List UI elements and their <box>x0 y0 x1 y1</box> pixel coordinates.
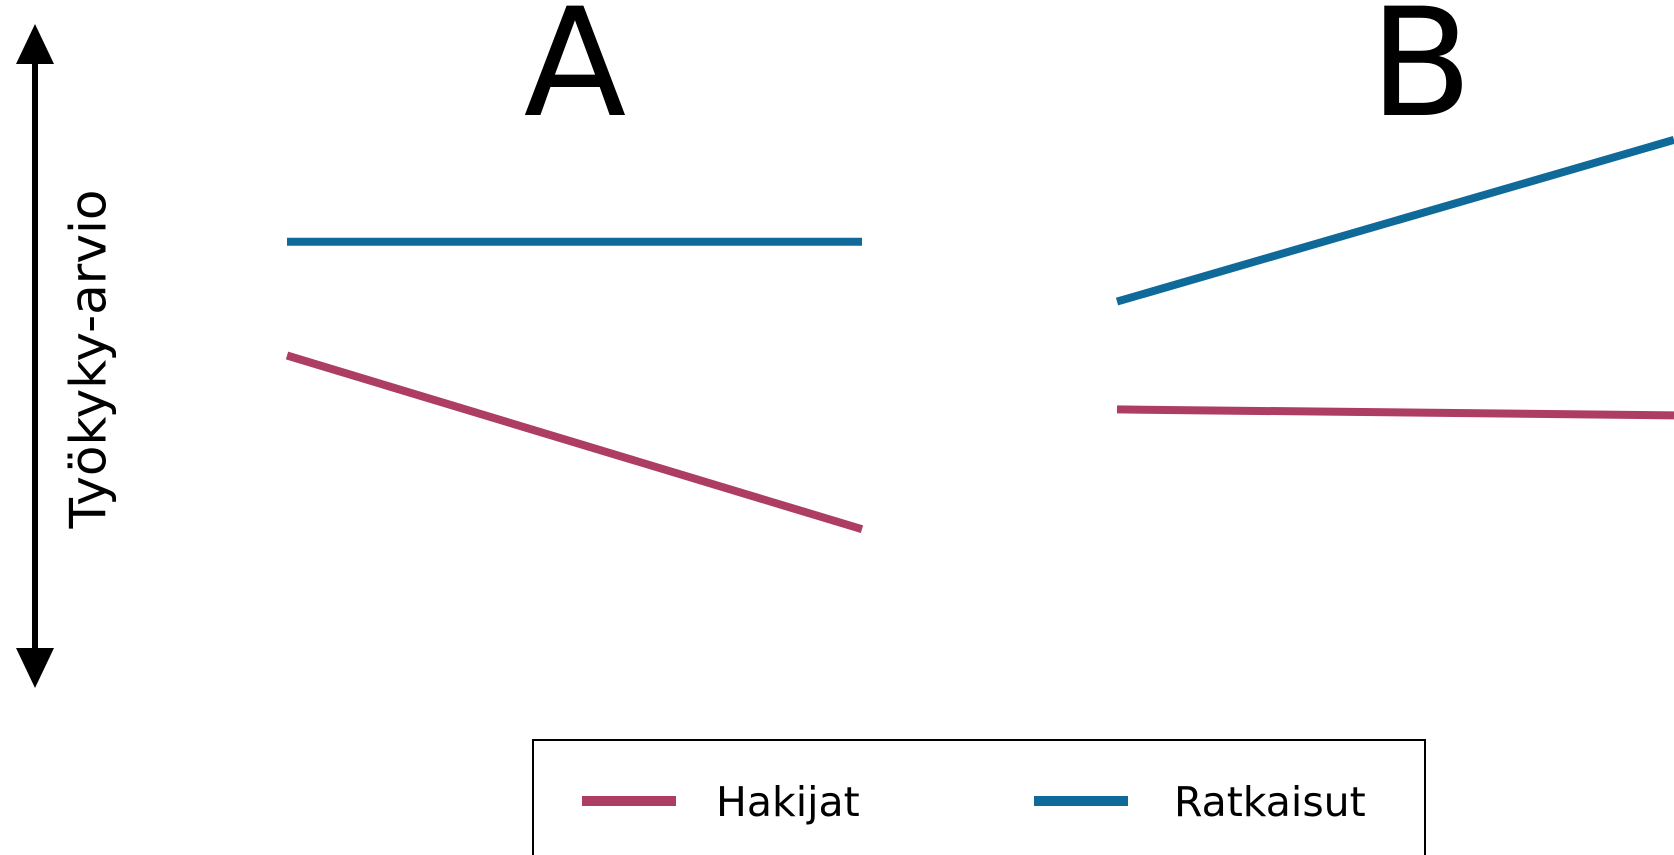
y-axis-label: Työkyky-arvio <box>60 190 118 530</box>
panel-label-a: A <box>524 0 627 151</box>
legend-label-hakijat: Hakijat <box>716 778 860 826</box>
y-axis-arrow-up-icon <box>16 24 54 64</box>
series-line-a-hakijat <box>285 351 864 534</box>
legend-box <box>532 739 1426 855</box>
y-axis-arrow-down-icon <box>16 648 54 688</box>
series-layer <box>285 136 1674 534</box>
legend: Hakijat Ratkaisut <box>532 739 1426 855</box>
y-axis <box>16 24 54 688</box>
legend-label-ratkaisut: Ratkaisut <box>1174 778 1366 826</box>
panel-label-b: B <box>1370 0 1473 151</box>
series-line-b-hakijat <box>1116 405 1674 420</box>
series-line-b-ratkaisut <box>1115 136 1674 306</box>
